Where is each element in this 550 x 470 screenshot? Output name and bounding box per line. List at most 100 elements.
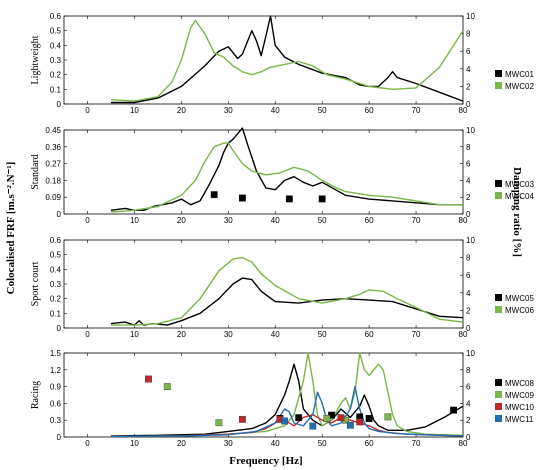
y-tick-label: 0	[57, 324, 62, 333]
legend-swatch-mwc04	[495, 192, 502, 199]
plot-area-sport-court	[63, 239, 464, 329]
y2-tick-label: 4	[466, 176, 471, 185]
y-tick-label: 0.1	[50, 85, 62, 94]
x-tick-label: 20	[177, 216, 186, 225]
x-tick-label: 40	[271, 216, 280, 225]
y-tick-label: 0.27	[45, 160, 61, 169]
damping-marker-mwc11-damping	[346, 421, 354, 429]
y-tick-label: 0	[57, 210, 62, 219]
damping-marker-mwc03-damping	[210, 191, 218, 199]
panel-lightweight: 0 10 20 30 40 50 60 70 8000.10.20.30.40.50.60246…	[30, 12, 534, 115]
x-tick-label: 20	[177, 330, 186, 339]
x-tick-label: 70	[412, 216, 421, 225]
legend-label-mwc01: MWC01	[505, 70, 534, 79]
y-tick-label: 0.36	[45, 143, 61, 152]
y-tick-label: 0	[57, 433, 62, 442]
x-tick-label: 80	[459, 216, 468, 225]
series-line-mwc11	[110, 385, 464, 438]
legend-swatch-mwc01	[495, 70, 502, 77]
y2-tick-label: 0	[466, 324, 471, 333]
y2-tick-label: 2	[466, 193, 471, 202]
legend-label-mwc05: MWC05	[505, 294, 534, 303]
y2-tick-label: 6	[466, 271, 471, 280]
y2-tick-label: 10	[466, 126, 475, 135]
x-tick-label: 80	[459, 330, 468, 339]
left-axis-title: Colocalised FRF [m.s⁻².N⁻¹]	[5, 162, 17, 295]
panel-label-racing: Racing	[30, 381, 41, 409]
y-tick-label: 0.3	[50, 416, 62, 425]
x-tick-label: 60	[365, 330, 374, 339]
x-tick-label: 10	[130, 216, 139, 225]
y-tick-label: 0.2	[50, 295, 62, 304]
x-tick-label: 50	[318, 439, 327, 448]
legend-swatch-mwc06	[495, 306, 502, 313]
damping-marker-mwc10-damping	[145, 375, 152, 383]
x-axis-title: Frequency [Hz]	[229, 455, 302, 467]
x-tick-label: 0	[85, 216, 90, 225]
x-tick-label: 50	[318, 106, 327, 115]
legend-swatch-mwc09	[495, 391, 502, 398]
x-tick-label: 40	[271, 106, 280, 115]
series-line-mwc06	[110, 256, 464, 326]
x-tick-label: 0	[85, 106, 90, 115]
legend-label-mwc08: MWC08	[505, 379, 534, 388]
y-tick-label: 0.3	[50, 56, 62, 65]
y-tick-label: 0.6	[50, 12, 62, 21]
x-tick-label: 70	[412, 439, 421, 448]
x-tick-label: 10	[130, 330, 139, 339]
plot-area-standard	[63, 129, 464, 215]
x-tick-label: 60	[365, 106, 374, 115]
y2-tick-label: 6	[466, 47, 471, 56]
y-tick-label: 0.6	[50, 236, 62, 245]
legend-label-mwc06: MWC06	[505, 306, 534, 315]
x-tick-label: 70	[412, 106, 421, 115]
x-tick-label: 60	[365, 216, 374, 225]
y2-tick-label: 8	[466, 143, 471, 152]
y2-tick-label: 0	[466, 210, 471, 219]
legend-label-mwc03: MWC03	[505, 180, 534, 189]
y-tick-label: 0.45	[45, 126, 61, 135]
y2-tick-label: 8	[466, 254, 471, 263]
x-tick-label: 80	[459, 106, 468, 115]
damping-marker-mwc03-damping	[238, 194, 246, 202]
panels: 0 10 20 30 40 50 60 70 8000.10.20.30.40.50.60246…	[30, 12, 534, 448]
damping-marker-mwc11-damping	[281, 417, 289, 425]
legend-label-mwc09: MWC09	[505, 391, 534, 400]
series-line-mwc05	[110, 277, 464, 326]
y2-tick-label: 4	[466, 289, 471, 298]
y-tick-label: 1.2	[50, 366, 62, 375]
legend-label-mwc02: MWC02	[505, 82, 534, 91]
y-tick-label: 0.3	[50, 280, 62, 289]
y-tick-label: 0.5	[50, 251, 62, 260]
y-tick-label: 0.4	[50, 41, 62, 50]
panel-label-sport-court: Sport court	[30, 261, 41, 306]
x-tick-label: 50	[318, 216, 327, 225]
y2-tick-label: 2	[466, 416, 471, 425]
x-tick-label: 20	[177, 439, 186, 448]
y2-tick-label: 8	[466, 366, 471, 375]
damping-marker-mwc09-damping	[215, 419, 223, 427]
y2-tick-label: 10	[466, 349, 475, 358]
series-line-mwc04	[110, 142, 463, 213]
y2-tick-label: 10	[466, 236, 475, 245]
x-tick-label: 10	[130, 106, 139, 115]
y-tick-label: 0	[57, 100, 62, 109]
x-tick-label: 30	[224, 216, 233, 225]
y2-tick-label: 4	[466, 399, 471, 408]
legend-label-mwc10: MWC10	[505, 403, 534, 412]
series-line-mwc09	[110, 352, 464, 438]
damping-marker-mwc11-damping	[309, 422, 317, 430]
panel-standard: 0 10 20 30 40 50 60 70 8000.090.180.270.360.4502…	[30, 126, 534, 225]
x-tick-label: 30	[224, 330, 233, 339]
legend-swatch-mwc03	[495, 180, 502, 187]
legend-swatch-mwc05	[495, 294, 502, 301]
x-tick-label: 40	[271, 439, 280, 448]
y-tick-label: 0.18	[45, 176, 61, 185]
y-tick-label: 0.1	[50, 309, 62, 318]
y2-tick-label: 0	[466, 100, 471, 109]
legend-label-mwc11: MWC11	[505, 415, 534, 424]
panel-label-standard: Standard	[30, 154, 41, 190]
y-tick-label: 1.5	[50, 349, 62, 358]
y-tick-label: 0.5	[50, 27, 62, 36]
